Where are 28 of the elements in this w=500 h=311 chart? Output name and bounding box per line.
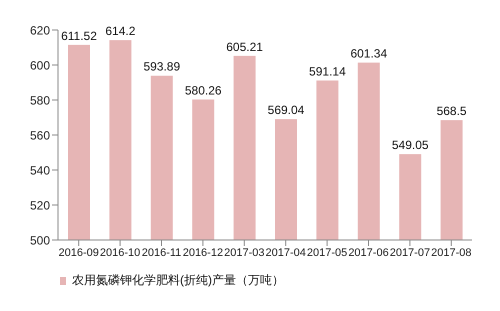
- data-label: 605.21: [226, 40, 264, 54]
- x-tick-label: 2017-06: [348, 246, 389, 259]
- data-label: 569.04: [268, 103, 305, 118]
- data-label: 568.5: [436, 104, 467, 118]
- x-tick-label: 2016-12: [182, 246, 224, 259]
- data-label: 601.34: [350, 46, 388, 61]
- x-tick-label: 2017-04: [266, 246, 306, 259]
- y-tick-label: 580: [30, 93, 50, 108]
- x-tick-label: 2016-10: [100, 246, 140, 259]
- x-tick-label: 2017-08: [431, 246, 472, 259]
- data-label: 591.14: [309, 64, 346, 79]
- data-label: 580.26: [184, 84, 222, 98]
- x-tick-label: 2017-05: [306, 246, 348, 259]
- data-label: 611.52: [61, 28, 98, 43]
- y-tick-label: 520: [30, 198, 50, 212]
- y-tick-label: 560: [30, 128, 50, 142]
- data-label: 614.2: [105, 24, 136, 38]
- y-tick-label: 500: [30, 233, 50, 248]
- x-tick-label: 2016-09: [58, 246, 99, 259]
- x-tick-label: 2016-11: [142, 246, 182, 259]
- y-tick-label: 600: [30, 58, 50, 72]
- y-tick-label: 620: [30, 23, 50, 38]
- data-label: 549.05: [392, 138, 429, 152]
- x-tick-label: 2017-07: [390, 246, 430, 259]
- y-tick-label: 540: [30, 163, 50, 178]
- data-label: 593.89: [143, 60, 180, 74]
- x-tick-label: 2017-03: [224, 246, 264, 259]
- legend-label: 农用氮磷钾化学肥料(折纯)产量（万吨）: [71, 272, 284, 289]
